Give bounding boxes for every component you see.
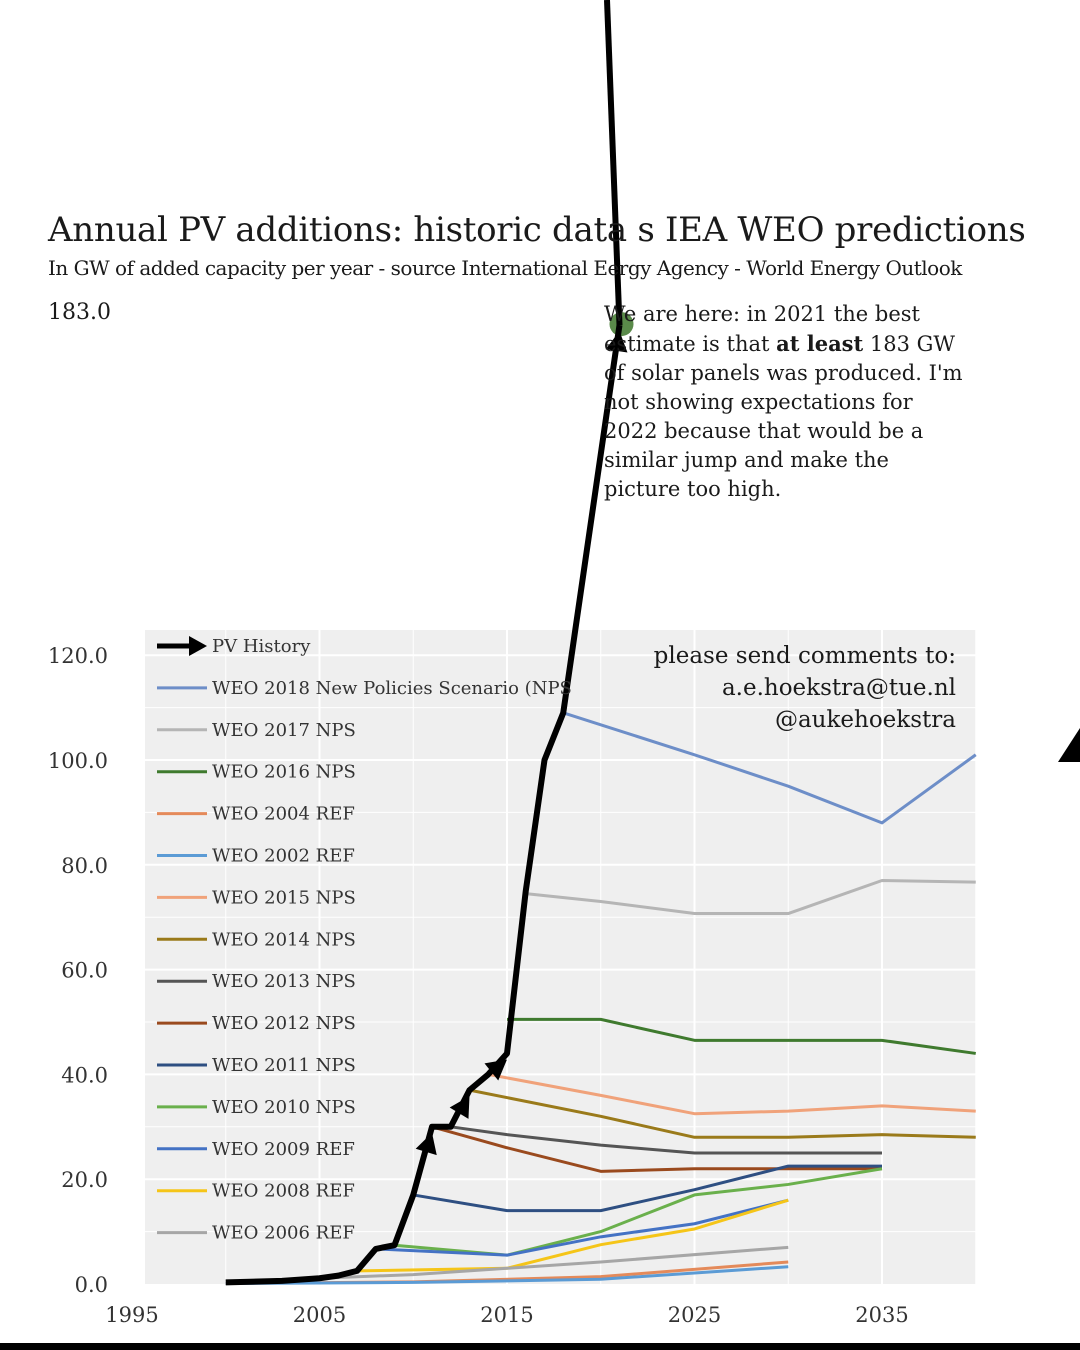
legend-label: WEO 2013 NPS: [212, 971, 356, 992]
series-line: [319, 1245, 789, 1280]
legend-label: WEO 2014 NPS: [212, 929, 356, 950]
chart-subtitle: In GW of added capacity per year - sourc…: [48, 256, 962, 280]
pv-history-extension: [604, 0, 623, 326]
legend-label: WEO 2018 New Policies Scenario (NPS: [212, 678, 572, 699]
y-tick-label: 40.0: [61, 1063, 108, 1087]
x-tick-label: 1995: [105, 1303, 158, 1327]
edge-arrow-icon: [1058, 728, 1080, 762]
legend-label: WEO 2017 NPS: [212, 720, 356, 741]
history-arrowhead: [415, 1132, 437, 1156]
credits: please send comments to: a.e.hoekstra@tu…: [654, 640, 956, 736]
history-arrowhead: [605, 331, 628, 353]
series-line: [507, 1017, 976, 1055]
y-tick-label: 20.0: [61, 1168, 108, 1192]
annotation-note: We are here: in 2021 the best estimate i…: [604, 302, 963, 501]
credits-line: please send comments to:: [653, 643, 956, 669]
legend-label: WEO 2002 REF: [212, 846, 355, 867]
legend-label: WEO 2006 REF: [212, 1223, 355, 1244]
series-line: [413, 1164, 882, 1213]
history-arrowhead: [449, 1096, 470, 1119]
legend-label: WEO 2016 NPS: [212, 762, 356, 783]
legend-label: WEO 2015 NPS: [212, 887, 356, 908]
legend-label: WEO 2011 NPS: [212, 1055, 356, 1076]
series-line: [356, 1198, 789, 1273]
series-line: [562, 711, 977, 825]
legend-label: WEO 2004 REF: [212, 804, 355, 825]
history-arrowhead: [484, 1059, 507, 1081]
series-line: [450, 1125, 882, 1155]
series-line: [431, 1125, 882, 1173]
legend-arrow-icon: [189, 636, 207, 656]
top-value-label: 183.0: [48, 300, 111, 325]
legend-label: WEO 2012 NPS: [212, 1013, 356, 1034]
bottom-border: [0, 1343, 1080, 1350]
legend-label: WEO 2008 REF: [212, 1181, 355, 1202]
series-line: [225, 1265, 789, 1285]
y-tick-label: 100.0: [48, 749, 108, 773]
chart-title: Annual PV additions: historic data s IEA…: [48, 210, 1026, 250]
legend-label: PV History: [212, 636, 311, 657]
legend-label: WEO 2009 REF: [212, 1139, 355, 1160]
series-line: [375, 1198, 789, 1257]
credits-email: a.e.hoekstra@tue.nl: [721, 675, 956, 701]
credits-handle: @aukehoekstra: [774, 707, 956, 733]
y-tick-label: 120.0: [48, 644, 108, 668]
y-tick-label: 80.0: [61, 854, 108, 878]
y-tick-label: 60.0: [61, 959, 108, 983]
x-tick-label: 2015: [480, 1303, 533, 1327]
series-line: [469, 1088, 976, 1139]
x-tick-label: 2025: [668, 1303, 721, 1327]
y-tick-label: 0.0: [75, 1273, 108, 1297]
series-line: [525, 879, 976, 916]
legend-label: WEO 2010 NPS: [212, 1097, 356, 1118]
pv-history-line: [225, 324, 623, 1286]
x-tick-label: 2005: [293, 1303, 346, 1327]
x-tick-label: 2035: [855, 1303, 908, 1327]
series-line: [487, 1072, 976, 1116]
